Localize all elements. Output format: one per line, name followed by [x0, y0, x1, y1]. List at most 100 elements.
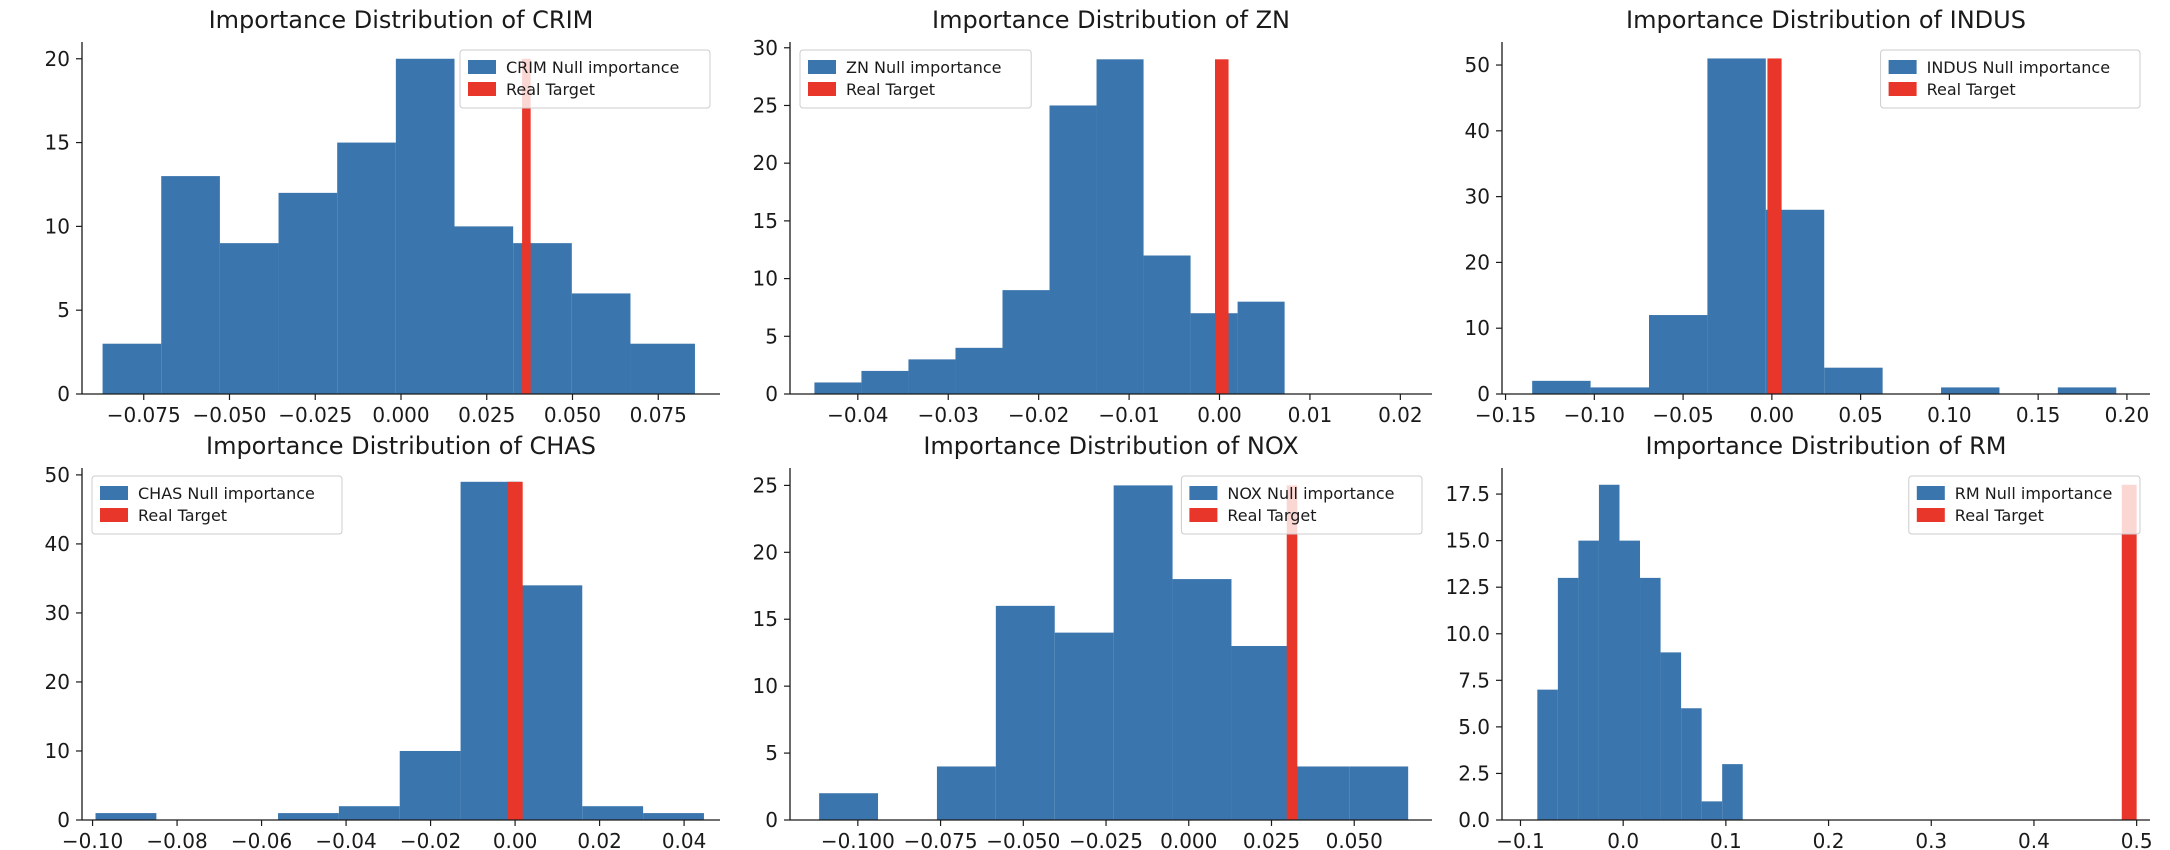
x-tick-label: 0.000 — [1160, 829, 1217, 850]
legend: CHAS Null importance Real Target — [91, 475, 343, 535]
legend-box — [1908, 475, 2141, 535]
y-tick-label: 12.5 — [1445, 575, 1490, 599]
null-importance-bar — [936, 766, 996, 820]
y-tick-label: 15 — [45, 131, 70, 155]
chart-title: Importance Distribution of NOX — [923, 432, 1298, 460]
legend-label: CHAS Null importance — [138, 484, 315, 503]
null-importance-bar — [1537, 689, 1558, 820]
x-tick-label: 0.04 — [662, 829, 707, 850]
x-tick-label: 0.10 — [1927, 403, 1972, 427]
legend-label: Real Target — [138, 506, 227, 525]
null-importance-bar — [395, 58, 455, 395]
y-tick-label: 0 — [57, 808, 70, 832]
x-tick-label: 0.1 — [1710, 829, 1742, 850]
x-tick-label: −0.08 — [146, 829, 207, 850]
real-target-bar — [522, 58, 531, 395]
legend-real-swatch — [1189, 508, 1218, 522]
legend-label: Real Target — [846, 80, 935, 99]
legend-label: Real Target — [506, 80, 595, 99]
x-tick-label: −0.10 — [1564, 403, 1625, 427]
real-target-bar — [1214, 59, 1229, 395]
x-tick-label: 0.025 — [1243, 829, 1300, 850]
null-importance-bar — [582, 806, 644, 820]
null-importance-bar — [819, 793, 879, 820]
legend: RM Null importance Real Target — [1908, 475, 2141, 535]
null-importance-bar — [1096, 59, 1144, 395]
x-tick-label: 0.075 — [630, 403, 687, 427]
legend-null-swatch — [1888, 60, 1917, 74]
null-importance-bar — [337, 142, 396, 394]
y-tick-label: 50 — [1465, 53, 1490, 77]
legend-null-swatch — [468, 60, 496, 74]
x-tick-label: 0.02 — [577, 829, 622, 850]
real-target-bar — [507, 481, 523, 820]
null-importance-bar — [454, 226, 514, 394]
legend-real-swatch — [468, 82, 496, 96]
null-importance-bar — [1648, 315, 1708, 394]
null-importance-bar — [1660, 652, 1682, 820]
y-tick-label: 5.0 — [1458, 715, 1490, 739]
legend-label: NOX Null importance — [1227, 484, 1394, 503]
real-target-bar — [1767, 58, 1782, 394]
legend-label: ZN Null importance — [846, 58, 1002, 77]
y-tick-label: 25 — [753, 93, 778, 117]
y-tick-label: 5 — [765, 324, 778, 348]
null-importance-bar — [513, 243, 572, 394]
y-tick-label: 0 — [1477, 382, 1490, 406]
y-tick-label: 30 — [753, 36, 778, 60]
y-tick-label: 40 — [1465, 119, 1490, 143]
y-tick-label: 30 — [45, 601, 70, 625]
legend-null-swatch — [808, 60, 836, 74]
y-tick-label: 2.5 — [1458, 761, 1490, 785]
null-importance-bar — [1190, 313, 1238, 394]
x-tick-label: 0.00 — [493, 829, 538, 850]
y-tick-label: 0 — [765, 382, 778, 406]
legend: ZN Null importance Real Target — [799, 49, 1032, 109]
chart-title: Importance Distribution of CRIM — [209, 6, 594, 34]
y-tick-label: 20 — [753, 151, 778, 175]
y-tick-label: 20 — [45, 47, 70, 71]
x-tick-label: −0.04 — [827, 403, 888, 427]
null-importance-bar — [1640, 577, 1661, 820]
x-tick-label: −0.1 — [1496, 829, 1545, 850]
y-tick-label: 50 — [45, 463, 70, 487]
x-tick-label: 0.4 — [2018, 829, 2050, 850]
null-importance-bar — [814, 382, 862, 394]
x-tick-label: −0.02 — [1008, 403, 1069, 427]
null-importance-bar — [102, 343, 162, 394]
legend-label: CRIM Null importance — [506, 58, 679, 77]
y-tick-label: 0 — [57, 382, 70, 406]
x-tick-label: 0.15 — [2016, 403, 2061, 427]
x-tick-label: −0.025 — [1069, 829, 1143, 850]
null-importance-bar — [908, 359, 956, 394]
null-importance-bar — [1701, 801, 1723, 820]
y-tick-label: 15.0 — [1445, 529, 1490, 553]
null-importance-bar — [278, 192, 338, 394]
null-importance-bar — [1054, 632, 1114, 820]
histogram-panel-3: Importance Distribution of CHAS −0.10 −0.0… — [45, 432, 720, 850]
legend-null-swatch — [100, 486, 128, 500]
x-tick-label: −0.04 — [315, 829, 376, 850]
x-tick-label: −0.050 — [192, 403, 266, 427]
y-tick-label: 10 — [753, 267, 778, 291]
x-tick-label: 0.5 — [2121, 829, 2153, 850]
real-target-bar — [1286, 485, 1298, 820]
y-tick-label: 17.5 — [1445, 482, 1490, 506]
histogram-panel-4: Importance Distribution of NOX −0.100 −0.0… — [753, 432, 1432, 850]
null-importance-bar — [1941, 387, 2000, 394]
null-importance-bar — [399, 750, 461, 820]
x-tick-label: −0.075 — [107, 403, 181, 427]
y-tick-label: 10.0 — [1445, 622, 1490, 646]
x-tick-label: 0.0 — [1607, 829, 1639, 850]
null-importance-bar — [219, 243, 279, 394]
x-tick-label: 0.3 — [1915, 829, 1947, 850]
x-tick-label: −0.02 — [400, 829, 461, 850]
x-tick-label: 0.01 — [1288, 403, 1333, 427]
y-tick-label: 7.5 — [1458, 668, 1490, 692]
histogram-panel-1: Importance Distribution of ZN −0.04 −0.03 −… — [753, 6, 1432, 427]
legend-real-swatch — [1916, 508, 1945, 522]
null-importance-bar — [861, 370, 909, 394]
null-importance-bar — [1231, 646, 1291, 820]
y-tick-label: 30 — [1465, 185, 1490, 209]
